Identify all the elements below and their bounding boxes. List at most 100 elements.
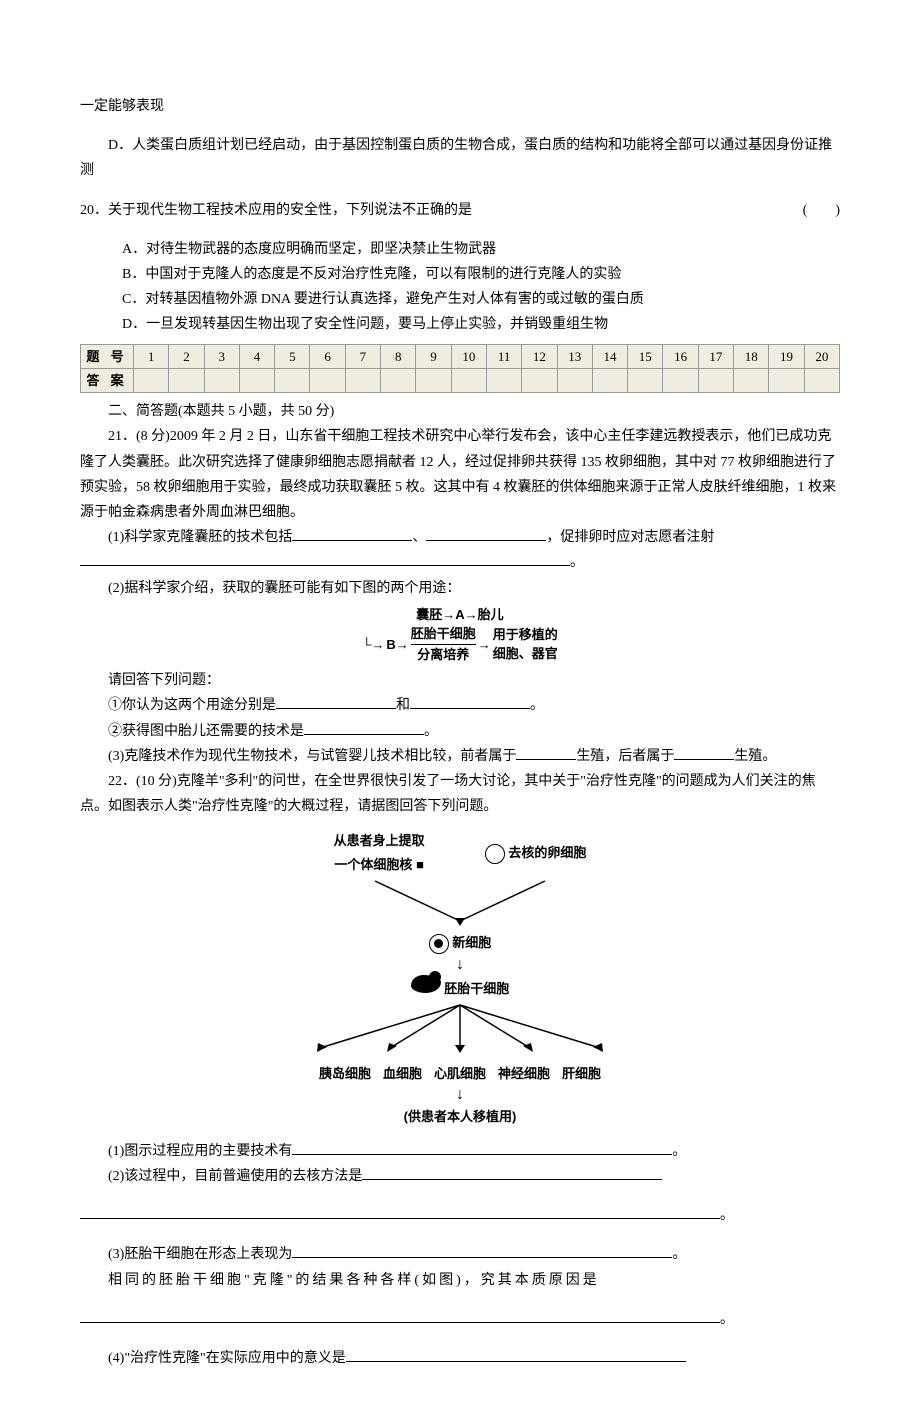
q21-diag-l2: └→ B→ 胚胎干细胞 分离培养 → 用于移植的 细胞、器官 [80,624,840,664]
blank [346,1347,686,1362]
q21-p3c-t: 。 [530,698,544,713]
blank [516,745,576,760]
blank [362,1165,662,1180]
header-label: 题 号 [81,344,134,368]
q21-diag-l3a: 分离培养 [411,644,476,665]
q20-paren: ( ) [803,198,840,223]
answer-cell [628,368,663,392]
blank [292,526,412,541]
col-num: 2 [169,344,204,368]
arrow-down-icon: ↓ [456,1087,464,1103]
q21-p5b-t: 生殖，后者属于 [576,749,674,764]
q22-stem-cell: 胚胎干细胞 [411,975,510,1000]
q21-p5a-t: (3)克隆技术作为现代生物技术，与试管婴儿技术相比较，前者属于 [108,749,516,764]
col-num: 15 [628,344,663,368]
q22-p3d-t: 。 [720,1312,734,1327]
q20-option-d: D．一旦发现转基因生物出现了安全性问题，要马上停止实验，并销毁重组生物 [80,312,840,337]
q22-p2: (2)该过程中，目前普遍使用的去核方法是 [80,1164,840,1189]
q21-p1d: 。 [570,555,584,570]
col-num: 7 [345,344,380,368]
blank [292,1140,672,1155]
q21-p4a-t: ②获得图中胎儿还需要的技术是 [108,724,304,739]
col-num: 18 [734,344,769,368]
blank [410,694,530,709]
blob-icon [411,975,441,993]
q21-p3a-t: ①你认为这两个用途分别是 [108,698,276,713]
q21-p1a: (1)科学家克隆囊胚的技术包括 [108,530,292,545]
q21-stem: 21．(8 分)2009 年 2 月 2 日，山东省干细胞工程技术研究中心举行发… [80,424,840,525]
q22-p2-line2: 。 [80,1203,840,1228]
answer-cell [345,368,380,392]
answer-cell [381,368,416,392]
col-num: 19 [769,344,804,368]
q22-p1: (1)图示过程应用的主要技术有。 [80,1139,840,1164]
cell-label: 血细胞 [383,1062,422,1085]
col-num: 20 [804,344,839,368]
col-num: 8 [381,344,416,368]
answer-cell [522,368,557,392]
q21-diag-l2c: 用于移植的 [493,627,558,642]
col-num: 13 [557,344,592,368]
q20-option-b: B．中国对于克隆人的态度是不反对治疗性克隆，可以有限制的进行克隆人的实验 [80,262,840,287]
answer-table: 题 号 1 2 3 4 5 6 7 8 9 10 11 12 13 14 15 … [80,344,840,394]
q22-p3a-t: (3)胚胎干细胞在形态上表现为 [108,1247,292,1262]
q22-p3b-t: 。 [672,1247,686,1262]
answer-cell [557,368,592,392]
q21-diag-l1: 囊胚→A→胎儿 [80,605,840,625]
q22-nc: 新细胞 [452,935,491,950]
q21-p5c-t: 生殖。 [734,749,776,764]
answer-cell [592,368,627,392]
answer-cell [169,368,204,392]
col-num: 3 [204,344,239,368]
answer-cell [698,368,733,392]
answer-cell [239,368,274,392]
q21-diag-l3b: 细胞、器官 [493,646,558,661]
q22-p4a-t: (4)"治疗性克隆"在实际应用中的意义是 [108,1351,346,1366]
cell-label: 心肌细胞 [434,1062,486,1085]
q22-top-right: 去核的卵细胞 [485,841,587,864]
q21-p3: 请回答下列问题： [80,668,840,693]
q22-sc: 胚胎干细胞 [444,981,509,996]
q22-p4: (4)"治疗性克隆"在实际应用中的意义是 [80,1346,840,1371]
section2-title: 二、简答题(本题共 5 小题，共 50 分) [80,399,840,424]
q22-p3-line2: 。 [80,1307,840,1332]
answer-label: 答 案 [81,368,134,392]
answer-cell [310,368,345,392]
q22-top-left: 从患者身上提取 一个体细胞核 ■ [334,829,425,876]
blank [80,1308,720,1323]
filled-circle-icon [429,934,449,954]
col-num: 16 [663,344,698,368]
q22-tl1: 从患者身上提取 [334,833,425,848]
col-num: 10 [451,344,486,368]
col-num: 5 [275,344,310,368]
q21-p3a: ①你认为这两个用途分别是和。 [80,693,840,718]
answer-cell [734,368,769,392]
answer-cell [134,368,169,392]
q22-bottom: (供患者本人移植用) [404,1105,517,1128]
q22-tr: 去核的卵细胞 [508,845,586,860]
q21-p1: (1)科学家克隆囊胚的技术包括、，促排卵时应对志愿者注射。 [80,525,840,575]
intro-line-1: 一定能够表现 [80,94,840,119]
q21-p2: (2)据科学家介绍，获取的囊胚可能有如下图的两个用途： [80,576,840,601]
q21-p4: ②获得图中胎儿还需要的技术是。 [80,719,840,744]
answer-cell [275,368,310,392]
q20-stem: 20．关于现代生物工程技术应用的安全性，下列说法不正确的是 ( ) [80,198,840,223]
merge-arrows-icon [310,876,610,931]
q22-p3: (3)胚胎干细胞在形态上表现为 。 [80,1242,840,1267]
q21-diag-l2b: 胚胎干细胞 [411,626,476,641]
cell-label: 神经细胞 [498,1062,550,1085]
fan-arrows-icon [280,1000,640,1060]
answer-cell [451,368,486,392]
col-num: 6 [310,344,345,368]
col-num: 14 [592,344,627,368]
blank [304,720,424,735]
q22-cells: 胰岛细胞 血细胞 心肌细胞 神经细胞 肝细胞 [319,1062,601,1085]
blank [426,526,546,541]
col-num: 11 [486,344,521,368]
q21-p1b: 、 [412,530,426,545]
q21-diag-l2a: B→ [386,635,408,655]
intro-line-2: D．人类蛋白质组计划已经启动，由于基因控制蛋白质的生物合成，蛋白质的结构和功能将… [80,133,840,183]
q22-new-cell: 新细胞 [429,931,492,954]
answer-cell [204,368,239,392]
blank [80,551,570,566]
